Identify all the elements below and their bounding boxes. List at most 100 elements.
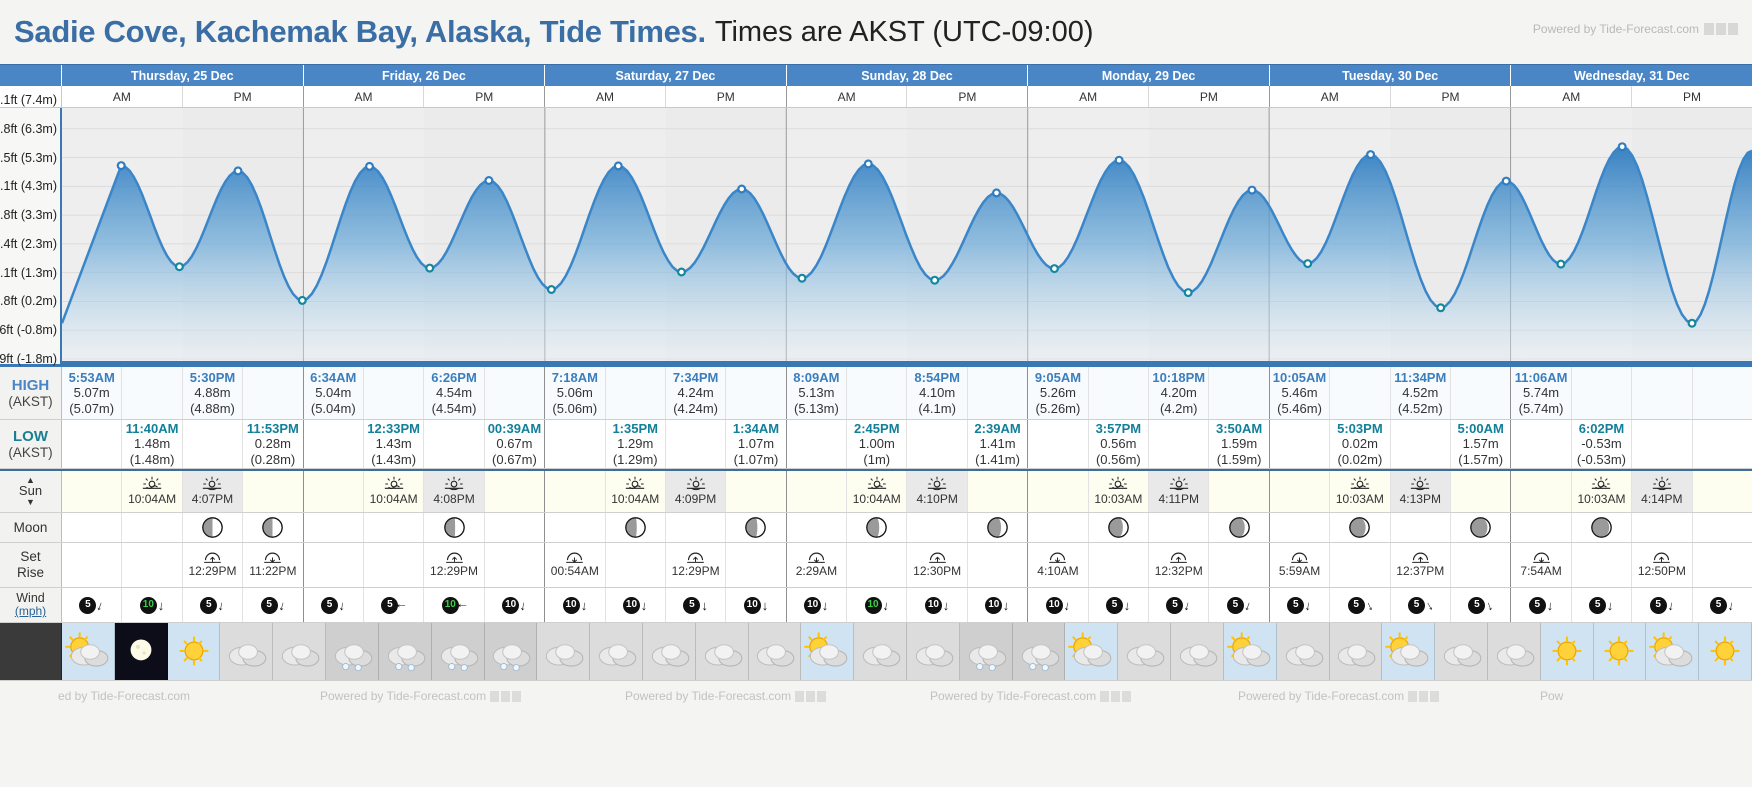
high-tide-height: 5.74m xyxy=(1523,385,1560,401)
moon-cell-18 xyxy=(1149,513,1210,542)
low-tide-row: LOW (AKST) 11:40AM 1.48m (1.48m) 11:53PM 0.2… xyxy=(0,420,1752,469)
partly-cloudy-day-icon xyxy=(804,631,848,667)
wind-direction-arrow-icon: ↓ xyxy=(1726,597,1736,613)
sunset-arrow-icon: ▼ xyxy=(26,496,35,507)
sun-cell-0 xyxy=(62,471,123,512)
tide-low-marker[interactable] xyxy=(297,295,307,305)
moon-cell-9 xyxy=(605,513,666,542)
tide-high-marker[interactable] xyxy=(1247,185,1257,195)
tide-low-marker[interactable] xyxy=(425,263,435,273)
high-tide-height-alt: (5.04m) xyxy=(310,400,356,416)
page-footer: ed by Tide-Forecast.com Powered by Tide-F… xyxy=(0,681,1752,711)
low-tide-entry: 1:34AM 1.07m (1.07m) xyxy=(726,420,787,468)
moon-cell-12 xyxy=(786,513,848,542)
weather-row-gutter xyxy=(0,623,62,680)
wind-cell-21: 5 ↓ xyxy=(1330,588,1391,622)
tide-high-marker[interactable] xyxy=(863,159,873,169)
wind-cell-9: 10 ↓ xyxy=(605,588,666,622)
y-axis-tick-1: 20.8ft (6.3m) xyxy=(0,121,57,136)
tide-low-marker[interactable] xyxy=(797,273,807,283)
tide-low-marker[interactable] xyxy=(1436,303,1446,313)
high-tide-height-alt: (4.2m) xyxy=(1159,400,1198,416)
low-tide-time: 6:02PM xyxy=(1578,421,1625,436)
weather-icon-cell xyxy=(114,623,168,680)
tide-low-marker[interactable] xyxy=(1049,264,1059,274)
tide-low-marker[interactable] xyxy=(1687,318,1697,328)
ampm-label: AM xyxy=(596,89,615,104)
low-tide-time: 11:40AM xyxy=(125,421,179,436)
wind-speed-badge: 10 xyxy=(622,596,640,614)
footer-watermark-blocks-icon xyxy=(490,690,522,702)
moonset-icon xyxy=(566,552,584,564)
weather-icon-cell xyxy=(642,623,696,680)
cloudy-icon xyxy=(1443,643,1482,667)
sunset-icon xyxy=(203,477,222,491)
weather-icon-cell xyxy=(1329,623,1383,680)
ampm-header-gutter xyxy=(0,86,62,107)
sunrise-icon xyxy=(1109,477,1128,490)
moon-cell-3 xyxy=(243,513,304,542)
chart-plot-area xyxy=(62,108,1752,364)
low-tide-height: 1.07m xyxy=(737,436,775,452)
wind-speed-badge: 5 xyxy=(1528,596,1546,614)
tide-high-marker[interactable] xyxy=(991,188,1001,198)
low-tide-height-alt: (1.29m) xyxy=(612,451,658,467)
cloudy-icon xyxy=(1496,643,1535,667)
high-tide-23 xyxy=(1450,367,1512,419)
tide-high-marker[interactable] xyxy=(484,175,494,185)
tide-low-marker[interactable] xyxy=(930,275,940,285)
tide-high-marker[interactable] xyxy=(1114,155,1124,165)
high-tide-entry: 5:53AM 5.07m (5.07m) xyxy=(62,367,123,419)
cloudy-icon xyxy=(229,643,267,667)
tide-low-marker[interactable] xyxy=(174,262,184,272)
y-axis-tick-2: 17.5ft (5.3m) xyxy=(0,150,57,165)
weather-icon-cell xyxy=(590,623,643,680)
sunrise-icon xyxy=(142,477,162,490)
low-tide-height-alt: (-0.53m) xyxy=(1576,451,1627,467)
tide-high-marker[interactable] xyxy=(737,184,747,194)
tide-low-marker[interactable] xyxy=(1303,259,1313,269)
tide-low-marker[interactable] xyxy=(1183,288,1193,298)
tide-high-marker[interactable] xyxy=(1617,142,1627,152)
day-header-row: Thursday, 25 Dec Friday, 26 Dec Saturday, … xyxy=(0,64,1752,86)
tide-high-marker[interactable] xyxy=(365,161,375,171)
low-tide-height: 0.28m xyxy=(254,436,291,452)
snow-shower-icon xyxy=(1021,643,1059,671)
wind-unit-link[interactable]: (mph) xyxy=(14,604,47,619)
sun-label: ▲ Sun ▼ xyxy=(0,471,62,512)
low-tide-height-alt: (0.56m) xyxy=(1095,451,1141,467)
footer-watermark: ed by Tide-Forecast.com xyxy=(58,689,190,703)
moon-phase-cells xyxy=(62,513,1752,542)
moonrise-icon xyxy=(1170,552,1188,564)
moonset-icon xyxy=(1291,552,1308,564)
high-tide-entry: 6:34AM 5.04m (5.04m) xyxy=(303,367,364,419)
wind-cell-10: 5 ↓ xyxy=(665,588,727,622)
moonset-icon xyxy=(808,552,825,564)
day-header-label: Tuesday, 30 Dec xyxy=(1342,68,1439,83)
low-tide-entry: 11:40AM 1.48m (1.48m) xyxy=(122,420,183,468)
moon-cell-19 xyxy=(1209,513,1270,542)
wind-direction-arrow-icon: ↓ xyxy=(1666,597,1676,613)
sunset-icon xyxy=(927,477,947,491)
tide-high-marker[interactable] xyxy=(233,166,243,176)
tide-high-marker[interactable] xyxy=(1501,176,1511,186)
day-header-0: Thursday, 25 Dec xyxy=(62,65,304,86)
tide-high-marker[interactable] xyxy=(613,161,623,171)
low-tide-time: 1:34AM xyxy=(732,421,780,436)
low-tide-time: 3:57PM xyxy=(1095,421,1142,436)
sun-cell-11 xyxy=(726,471,787,512)
wind-label-text: Wind xyxy=(16,590,45,605)
weather-icon-cell xyxy=(220,623,274,680)
tide-low-marker[interactable] xyxy=(546,285,556,295)
low-tide-height: 1.41m xyxy=(979,436,1016,452)
day-header-4: Monday, 29 Dec xyxy=(1028,65,1270,86)
wind-cell-7: 10 ↓ xyxy=(484,588,546,622)
tide-low-marker[interactable] xyxy=(676,267,686,277)
y-axis-tick-6: 4.1ft (1.3m) xyxy=(0,265,57,280)
low-tide-18 xyxy=(1149,420,1210,468)
tide-high-marker[interactable] xyxy=(1366,150,1376,160)
moon-cell-20 xyxy=(1269,513,1331,542)
low-tide-entry: 2:39AM 1.41m (1.41m) xyxy=(967,420,1029,468)
tide-high-marker[interactable] xyxy=(116,161,126,171)
tide-low-marker[interactable] xyxy=(1556,259,1566,269)
